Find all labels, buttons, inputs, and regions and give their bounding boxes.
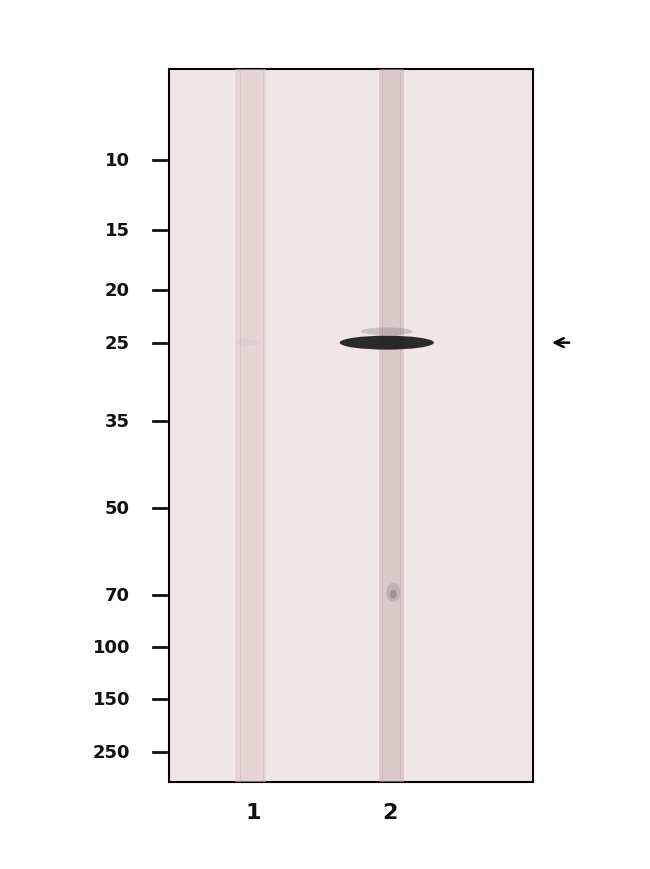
Text: 35: 35 — [105, 413, 130, 430]
Ellipse shape — [235, 340, 259, 347]
Text: 70: 70 — [105, 587, 130, 604]
Text: 20: 20 — [105, 282, 130, 300]
Ellipse shape — [361, 328, 413, 335]
Text: 15: 15 — [105, 222, 130, 239]
Bar — [169, 70, 533, 782]
Text: 150: 150 — [92, 691, 130, 708]
Text: 25: 25 — [105, 335, 130, 352]
Text: 2: 2 — [382, 803, 398, 822]
Text: 250: 250 — [92, 743, 130, 760]
Text: 10: 10 — [105, 152, 130, 169]
Text: 100: 100 — [92, 639, 130, 656]
Bar — [379, 70, 404, 782]
Text: 50: 50 — [105, 500, 130, 517]
Ellipse shape — [390, 590, 396, 599]
Text: 1: 1 — [246, 803, 261, 822]
Bar — [235, 70, 266, 782]
Ellipse shape — [339, 336, 434, 350]
Ellipse shape — [386, 583, 400, 602]
